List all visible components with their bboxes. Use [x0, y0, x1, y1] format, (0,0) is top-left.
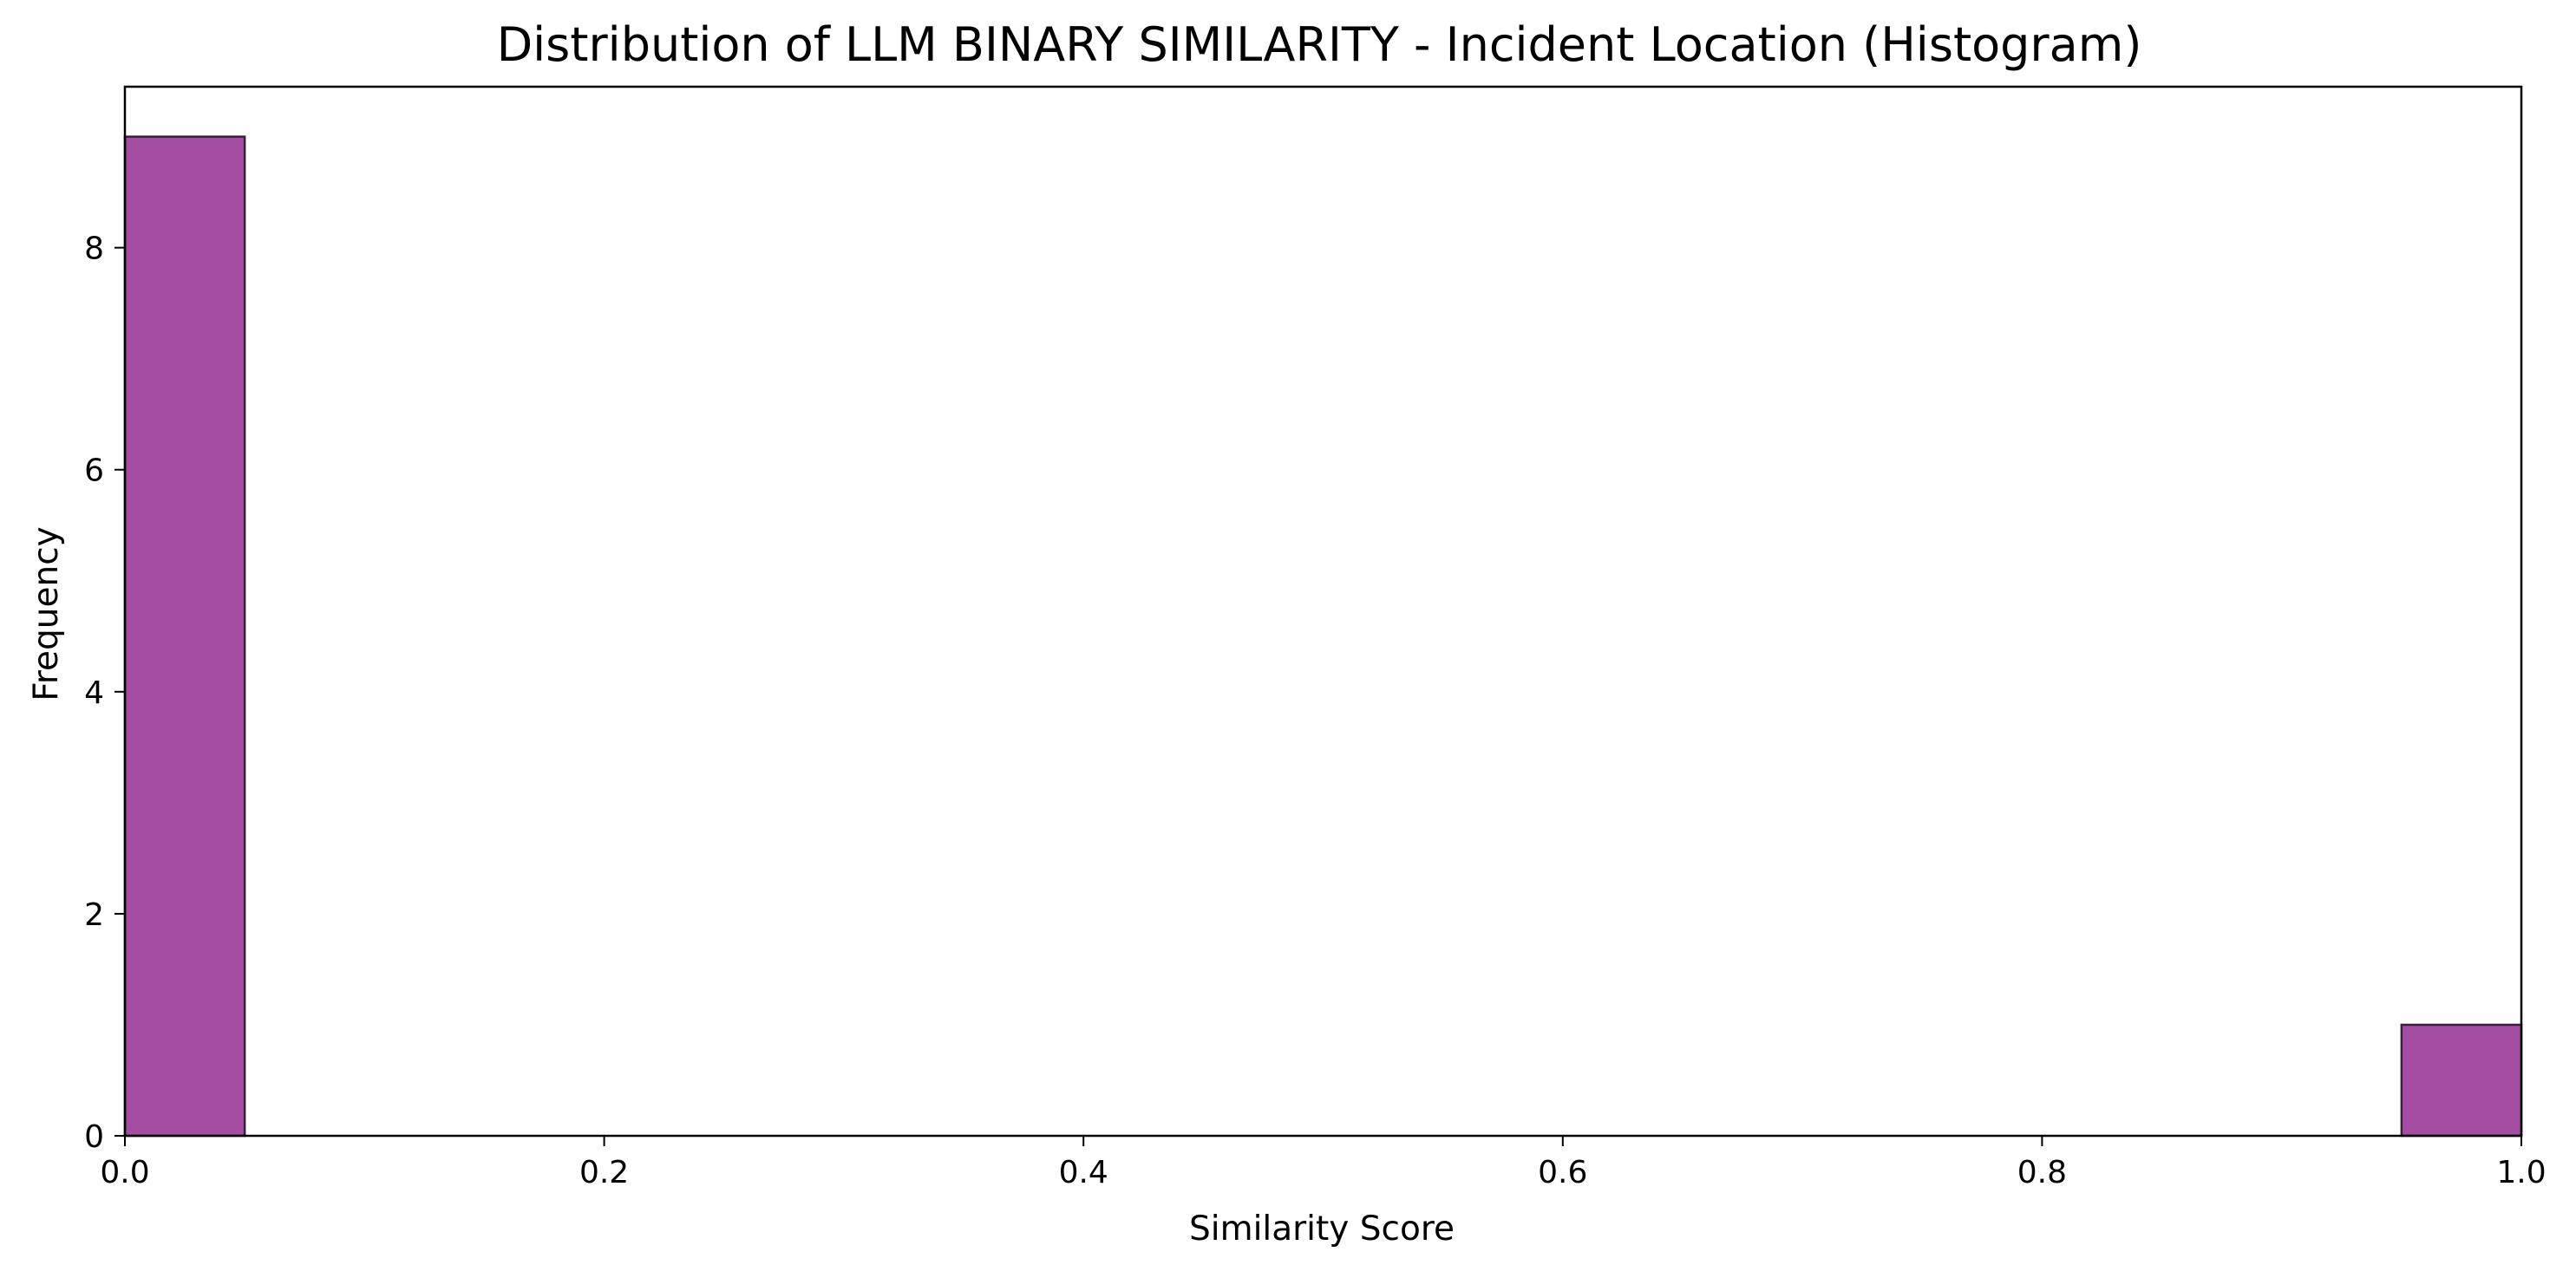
- y-axis-label: Frequency: [27, 526, 66, 701]
- plot-frame: [123, 85, 2523, 1138]
- y-tick-label-2: 4: [84, 675, 104, 711]
- ticks-layer: 0.0 0.2 0.4 0.6 0.8 1.0 0 2 4 6 8: [84, 231, 2547, 1190]
- x-tick-label-3: 0.6: [1538, 1155, 1587, 1190]
- x-tick-label-0: 0.0: [100, 1155, 149, 1190]
- x-tick-label-4: 0.8: [2017, 1155, 2067, 1190]
- y-tick-label-0: 0: [84, 1119, 104, 1155]
- x-tick-label-5: 1.0: [2496, 1155, 2546, 1190]
- y-tick-label-3: 6: [84, 453, 104, 489]
- y-tick-label-1: 2: [84, 897, 104, 933]
- histogram-bar-19: [2400, 1023, 2523, 1138]
- x-tick-label-1: 0.2: [579, 1155, 629, 1190]
- chart-title: Distribution of LLM BINARY SIMILARITY - …: [497, 17, 2142, 72]
- bars-layer: [123, 135, 2523, 1138]
- y-tick-label-4: 8: [84, 231, 104, 267]
- x-axis-label: Similarity Score: [1189, 1210, 1455, 1249]
- x-tick-label-2: 0.4: [1059, 1155, 1108, 1190]
- histogram-bar-0: [123, 135, 246, 1138]
